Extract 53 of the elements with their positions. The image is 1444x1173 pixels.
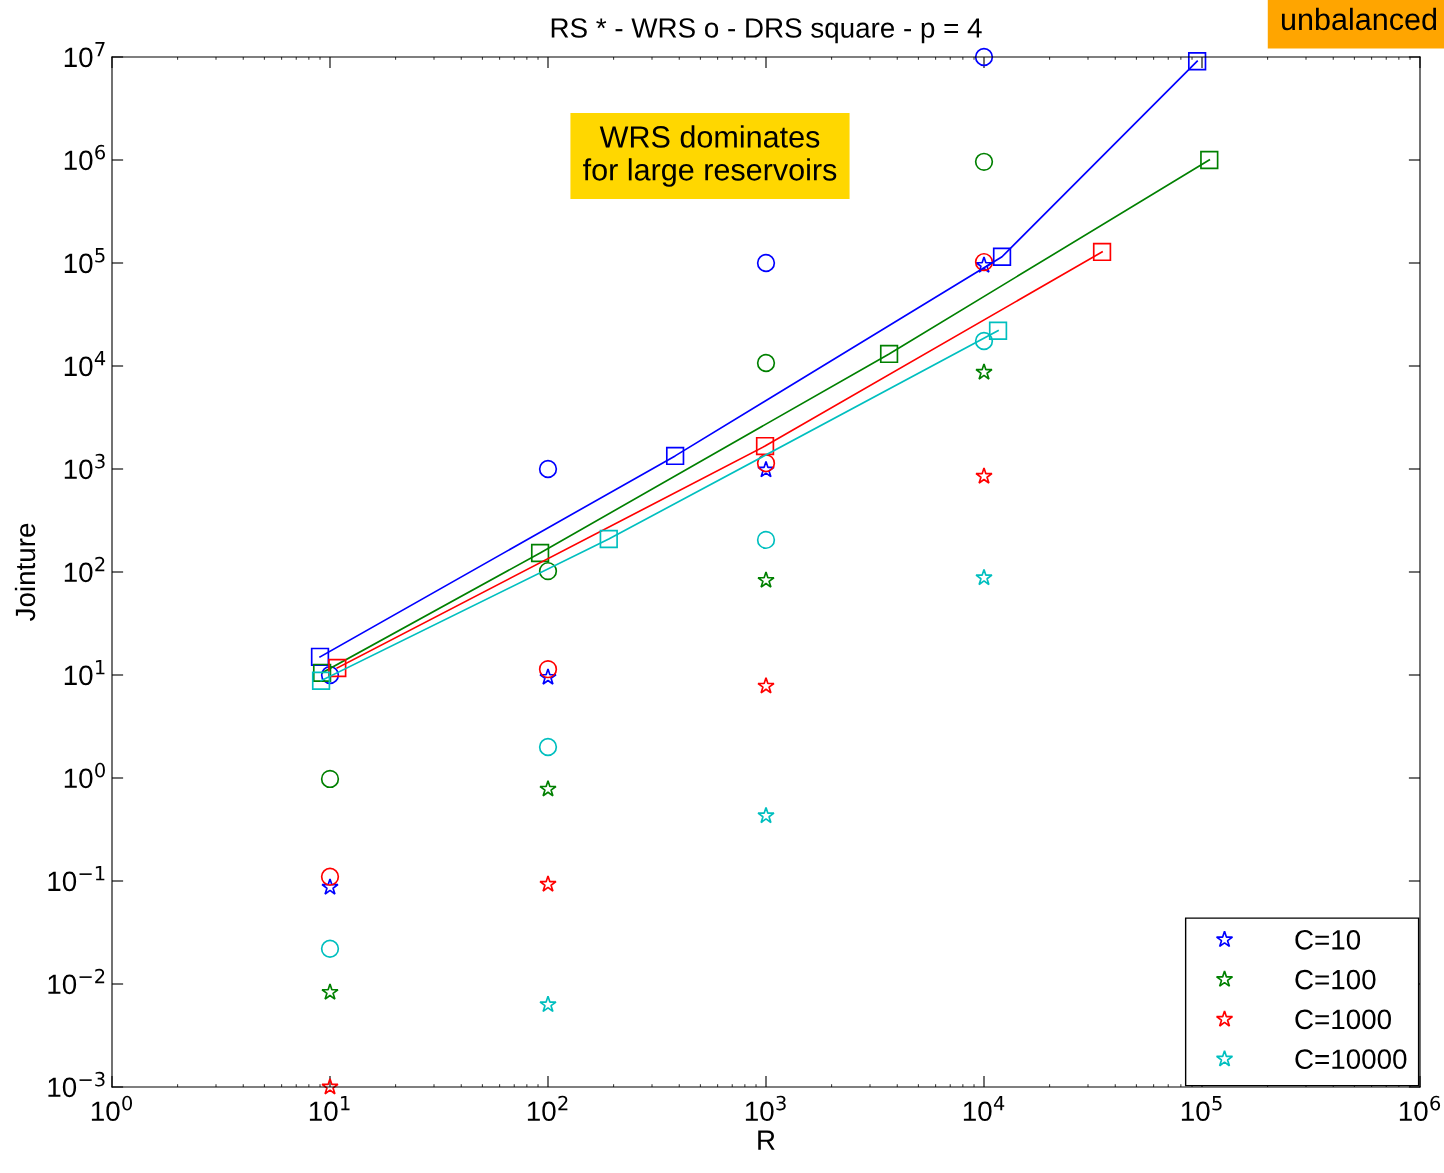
legend-label: C=10000 [1295,1049,1407,1070]
x-tick-label: 10$^{3}$ [745,1095,786,1122]
point [974,331,994,351]
y-tick-label: 10$^{5}$ [64,248,105,274]
point [321,878,339,895]
point [320,867,340,886]
point [539,875,557,892]
annotation: WRS dominates for large reservoirs [583,125,837,187]
y-tick-label: 10$^{3}$ [64,453,105,480]
x-tick-label: 10$^{2}$ [527,1095,568,1122]
point [756,253,776,273]
legend-label: C=1000 [1295,1009,1391,1030]
y-tick-label: 10$^{2}$ [64,556,105,583]
y-axis-title: Jointure [14,523,36,621]
y-tick-label: 10$^{0}$ [64,762,105,789]
legend-label: C=10 [1295,929,1361,950]
point [756,353,776,373]
point [538,737,558,757]
y-tick-label: 10$^{−2}$ [48,968,105,995]
point [321,1077,339,1095]
point [320,769,340,789]
y-tick-label: 10$^{6}$ [64,144,105,171]
point [321,983,339,1000]
y-tick-label: 10$^{7}$ [64,42,105,68]
point [975,363,993,380]
point [538,561,558,581]
x-tick-label: 10$^{5}$ [1181,1096,1222,1122]
y-tick-label: 10$^{−3}$ [48,1071,105,1098]
y-tick-label: 10$^{4}$ [64,351,106,377]
point [756,453,776,473]
point [538,659,558,679]
y-tick-label: 10$^{1}$ [64,660,105,686]
point [757,460,775,478]
point [975,467,993,484]
point [757,571,775,588]
point [974,47,994,67]
legend-label: C=100 [1295,969,1376,990]
x-tick-label: 10$^{0}$ [91,1095,133,1122]
point [757,676,775,694]
chart-title: RS * - WRS o - DRS square - p = 4 [551,18,982,44]
point [320,665,340,685]
x-tick-label: 10$^{4}$ [963,1096,1005,1122]
point [756,530,776,550]
x-axis-title: R [758,1130,775,1150]
point [539,668,557,685]
x-tick-label: 10$^{6}$ [1399,1095,1441,1122]
text: unbalanced [1281,7,1437,31]
point [974,152,994,171]
x-tick-label: 10$^{1}$ [309,1096,350,1122]
y-tick-label: 10$^{−1}$ [48,866,105,892]
point [539,779,557,797]
point [538,459,558,479]
point [320,939,340,958]
